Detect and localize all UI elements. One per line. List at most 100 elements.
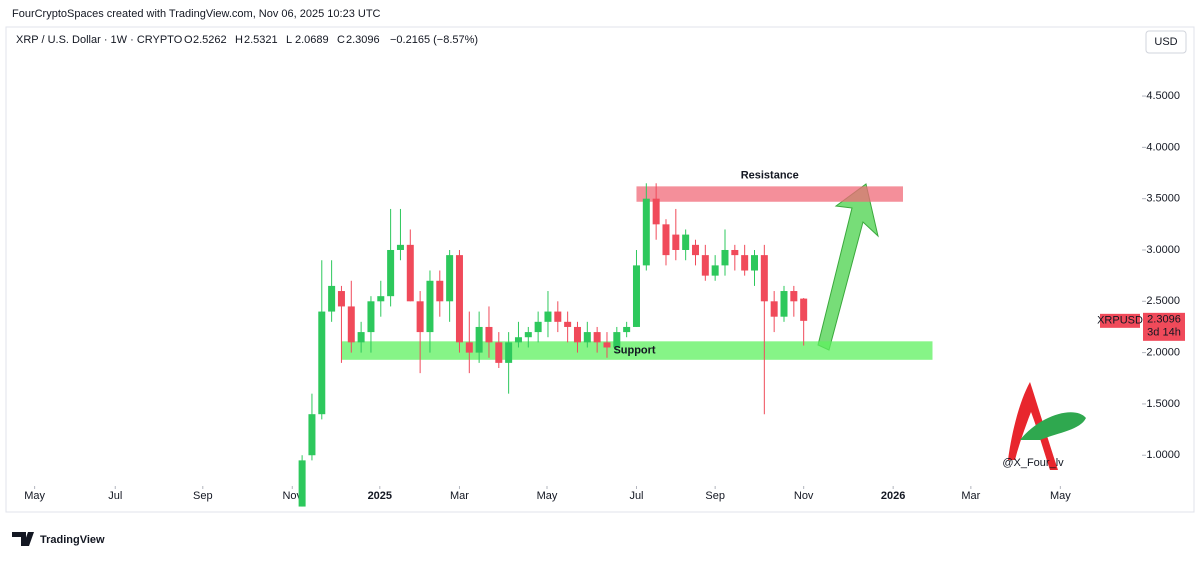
candle-body — [436, 280, 444, 302]
candle-body — [652, 198, 660, 225]
price-tag-symbol: XRPUSD — [1097, 315, 1143, 327]
candle-body — [731, 249, 739, 256]
x-tick-label: Sep — [705, 490, 725, 502]
zone — [636, 186, 903, 202]
candle-body — [691, 244, 699, 256]
x-tick-label: May — [24, 490, 45, 502]
candle-body — [662, 224, 670, 256]
candle-body — [505, 342, 513, 363]
candle-body — [711, 265, 719, 276]
candle-body — [367, 301, 375, 333]
candle-body — [387, 249, 395, 297]
x-tick-label: May — [537, 490, 558, 502]
currency[interactable]: USD — [1154, 36, 1177, 48]
candle-body — [347, 306, 355, 343]
price-tag-countdown: 3d 14h — [1147, 327, 1181, 339]
ohlc-label: L — [286, 34, 292, 46]
x-tick-label: Mar — [450, 490, 469, 502]
y-tick-label: 3.5000 — [1146, 193, 1180, 205]
candle-body — [465, 342, 473, 353]
candle-body — [318, 311, 326, 415]
logo-mark — [1008, 382, 1058, 470]
y-tick-label: 2.5000 — [1146, 295, 1180, 307]
x-tick-label: May — [1050, 490, 1071, 502]
candle-body — [790, 291, 798, 302]
x-tick-label: Jul — [108, 490, 122, 502]
candle-body — [672, 234, 680, 250]
y-tick-label: 2.0000 — [1146, 347, 1180, 359]
candle-body — [534, 321, 542, 333]
y-tick-label: 3.0000 — [1146, 244, 1180, 256]
brand: TradingView — [40, 534, 105, 546]
candle-body — [475, 326, 483, 353]
chart-frame — [5, 26, 1195, 513]
candle-body — [760, 255, 768, 302]
candle-body — [308, 414, 316, 456]
candle-body — [623, 326, 631, 333]
ohlc-label: O — [184, 34, 193, 46]
candle-body — [485, 326, 493, 343]
ohlc-label: C — [337, 34, 345, 46]
candle-body — [603, 342, 611, 348]
change: −0.2165 (−8.57%) — [390, 34, 478, 46]
y-tick-label: 4.0000 — [1146, 141, 1180, 153]
candle-body — [583, 332, 591, 343]
candle-body — [426, 280, 434, 333]
candle-body — [642, 198, 650, 266]
candle-body — [632, 265, 640, 327]
ohlc-value: 2.3096 — [346, 34, 380, 46]
candle-body — [554, 311, 562, 322]
candle-body — [446, 255, 454, 302]
symbol: XRP / U.S. Dollar · 1W · CRYPTO — [16, 34, 183, 46]
candle-body — [524, 332, 532, 338]
candle-body — [455, 255, 463, 343]
candle-body — [741, 255, 749, 271]
candle-body — [613, 332, 621, 348]
credit: FourCryptoSpaces created with TradingVie… — [12, 8, 381, 20]
x-tick-label: Nov — [794, 490, 814, 502]
candle-body — [416, 301, 424, 333]
candle-body — [495, 342, 503, 363]
candle-body — [750, 255, 758, 271]
x-tick-label: 2025 — [368, 490, 392, 502]
price-tag-bg — [1100, 313, 1140, 328]
candle-body — [544, 311, 552, 322]
candle-body — [357, 332, 365, 343]
brand-icon — [12, 532, 34, 546]
candle-body — [780, 291, 788, 317]
zone-label: Support — [613, 344, 655, 356]
candle-body — [770, 301, 778, 317]
y-tick-label: 1.0000 — [1146, 449, 1180, 461]
price-tag-value: 2.3096 — [1147, 314, 1181, 326]
candle-body — [377, 296, 385, 302]
logo-swoosh — [1020, 412, 1086, 440]
arrow — [817, 183, 879, 351]
ohlc-value: 2.0689 — [295, 34, 329, 46]
currency-button[interactable] — [1145, 30, 1187, 54]
candle-body — [573, 326, 581, 343]
candle-body — [396, 244, 404, 250]
x-tick-label: 2026 — [881, 490, 905, 502]
candle-body — [721, 249, 729, 266]
candle-body — [298, 460, 306, 507]
price-tag-box — [1143, 312, 1185, 341]
watermark: @X_Four_lv — [1002, 457, 1064, 469]
ohlc-value: 2.5321 — [244, 34, 278, 46]
x-tick-label: Mar — [961, 490, 980, 502]
candle-body — [406, 244, 414, 302]
x-tick-label: Jul — [629, 490, 643, 502]
candle-body — [337, 291, 345, 307]
ohlc-readout: O 2.5262 H 2.5321 L 2.0689 C 2.3096 −0.2165 (−8.… — [184, 34, 478, 46]
candle-body — [800, 298, 808, 321]
candle-body — [514, 337, 522, 343]
ohlc-value: 2.5262 — [193, 34, 227, 46]
candle-body — [328, 285, 336, 312]
candle-body — [593, 332, 601, 343]
ohlc-label: H — [235, 34, 243, 46]
y-tick-label: 4.5000 — [1146, 90, 1180, 102]
chart: 1.0000 1.5000 2.0000 2.5000 3.0000 3.5000 4.00… — [24, 90, 1185, 507]
candle-body — [701, 255, 709, 276]
candle-body — [564, 321, 572, 327]
zone-label: Resistance — [741, 169, 799, 181]
